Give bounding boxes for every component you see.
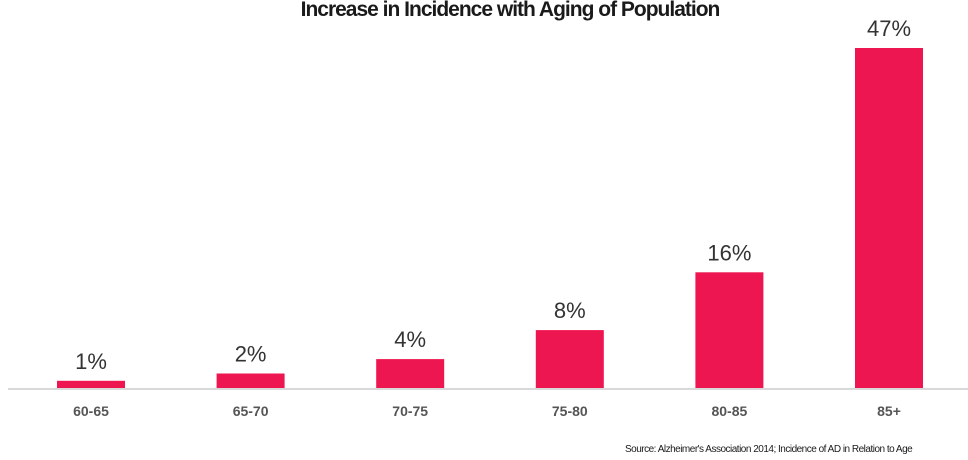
x-tick-label-70-75: 70-75 [392, 403, 428, 419]
bar-65-70 [216, 373, 285, 388]
bars-layer [57, 48, 923, 388]
data-label-70-75: 4% [394, 327, 426, 352]
x-tick-label-60-65: 60-65 [73, 403, 109, 419]
bar-60-65 [57, 380, 125, 388]
data-label-60-65: 1% [75, 349, 107, 374]
bar-85+ [855, 48, 923, 388]
x-tick-label-75-80: 75-80 [552, 403, 588, 419]
ticks-layer: 60-65 65-70 70-75 75-80 80-85 85+ [73, 403, 901, 419]
bar-70-75 [376, 359, 445, 388]
data-label-85+: 47% [867, 16, 911, 41]
bar-80-85 [695, 272, 764, 388]
chart-title: Increase in Incidence with Aging of Popu… [301, 0, 720, 21]
data-label-80-85: 16% [707, 240, 751, 265]
data-label-65-70: 2% [235, 342, 267, 367]
bar-75-80 [535, 330, 604, 388]
x-tick-label-65-70: 65-70 [233, 403, 269, 419]
labels-layer: 1% 2% 4% 8% 16% 47% [75, 16, 911, 374]
source-note: Source: Alzheimer's Association 2014; In… [625, 444, 913, 455]
data-label-75-80: 8% [554, 298, 586, 323]
x-tick-label-85+: 85+ [877, 403, 901, 419]
x-tick-label-80-85: 80-85 [711, 403, 747, 419]
